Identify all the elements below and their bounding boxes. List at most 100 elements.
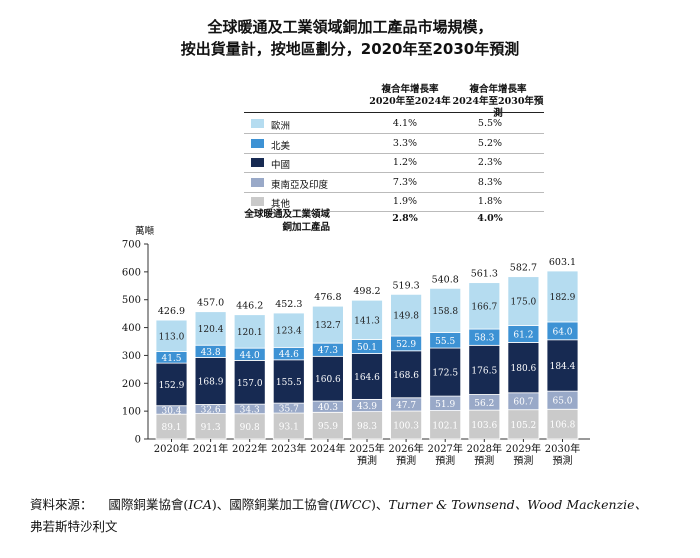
source-iwcc: IWCC <box>334 497 372 512</box>
x-tick-label: 2027年 <box>427 442 462 455</box>
x-tick-label: 2021年 <box>193 442 228 455</box>
bar-value-label: 44.0 <box>240 351 260 361</box>
table-row-divider <box>244 133 544 134</box>
bar-value-label: 56.2 <box>474 399 494 409</box>
table-row-divider <box>244 191 544 193</box>
bar-segment <box>311 305 344 344</box>
bar-value-label: 93.1 <box>279 423 299 433</box>
cagr-header-2024-2030-line2: 2024年至2030年預測 <box>452 96 544 119</box>
bar-total-label: 561.3 <box>471 269 498 280</box>
bar-segment <box>233 314 266 349</box>
x-tick-label: 2023年 <box>271 442 306 455</box>
chart-title-line-1: 全球暖通及工業領域銅加工產品市場規模， <box>207 18 493 36</box>
cagr-2024-2030-value: 5.2% <box>477 137 503 149</box>
bar-value-label: 141.3 <box>354 316 380 326</box>
y-tick-label: 500 <box>122 295 141 306</box>
x-tick-label: 預測 <box>396 454 416 467</box>
bar-segment <box>546 408 579 440</box>
cagr-2024-2030-value: 1.8% <box>477 196 503 207</box>
bar-value-label: 64.0 <box>552 327 572 337</box>
bar-total-label: 519.3 <box>392 280 419 291</box>
bar-segment <box>351 353 383 400</box>
legend-label: 其他 <box>271 199 291 210</box>
bar-segment <box>272 359 305 404</box>
legend-swatch <box>251 138 264 148</box>
bar-value-label: 180.6 <box>511 364 537 374</box>
cagr-header-2020-2024-line1: 複合年增長率 <box>381 84 439 95</box>
x-tick-label: 2025年 <box>349 442 384 455</box>
bar-segment <box>468 409 501 440</box>
bar-segment <box>155 319 188 352</box>
bar-value-label: 120.1 <box>237 328 263 338</box>
bar-total-label: 603.1 <box>549 257 576 268</box>
y-tick-label: 0 <box>135 435 141 446</box>
total-label: 全球暖通及工業領域 銅加工產品 <box>210 208 330 234</box>
x-tick-label: 2024年 <box>310 442 345 455</box>
legend-label: 歐洲 <box>271 121 291 132</box>
legend-swatch <box>251 177 264 187</box>
bar-value-label: 30.4 <box>161 406 181 416</box>
y-tick-label: 300 <box>122 351 141 362</box>
bar-value-label: 123.4 <box>276 327 302 337</box>
cagr-2024-2030-value: 5.5% <box>477 118 503 129</box>
bar-total-label: 498.2 <box>353 286 380 297</box>
legend-label: 東南亞及印度 <box>271 179 329 191</box>
bar-value-label: 89.1 <box>161 423 181 433</box>
total-label-line1: 全球暖通及工業領域 <box>244 209 330 220</box>
bar-value-label: 152.9 <box>159 381 185 391</box>
source-text-c: )、 <box>371 497 389 512</box>
bar-value-label: 176.5 <box>471 366 497 376</box>
x-tick-label: 預測 <box>513 454 533 467</box>
source-label: 資料來源： <box>30 497 93 512</box>
x-tick-label: 預測 <box>357 454 377 467</box>
bar-value-label: 61.2 <box>513 330 533 340</box>
bar-value-label: 91.3 <box>201 423 221 433</box>
bar-value-label: 55.5 <box>435 337 455 347</box>
x-tick-label: 預測 <box>435 454 455 467</box>
bar-value-label: 47.3 <box>318 346 338 356</box>
bar-value-label: 106.8 <box>550 421 576 431</box>
legend-label: 中國 <box>271 160 291 171</box>
bar-value-label: 60.7 <box>513 398 533 408</box>
cagr-2020-2024-value: 3.3% <box>392 137 418 149</box>
bar-value-label: 44.6 <box>279 350 299 360</box>
bar-segment <box>546 270 579 323</box>
legend-swatch <box>251 158 264 167</box>
bar-value-label: 65.0 <box>552 397 572 407</box>
bar-segment <box>507 276 540 326</box>
x-tick-label: 2026年 <box>388 442 423 455</box>
y-tick-label: 600 <box>122 267 141 278</box>
x-tick-label: 2022年 <box>232 442 267 455</box>
bar-value-label: 52.9 <box>396 340 416 350</box>
bar-value-label: 51.9 <box>435 400 455 410</box>
bar-value-label: 166.7 <box>471 302 497 312</box>
bar-value-label: 182.9 <box>550 293 576 303</box>
table-row-divider <box>244 211 544 212</box>
legend-swatch <box>251 197 264 206</box>
bar-segment <box>468 344 501 395</box>
bar-value-label: 155.5 <box>276 378 302 388</box>
x-tick-label: 預測 <box>553 454 573 467</box>
legend-label: 北美 <box>271 140 291 152</box>
source-note: 資料來源： 國際銅業協會(ICA)、國際銅業加工協會(IWCC)、Turner … <box>30 494 647 538</box>
y-unit-label: 萬噸 <box>135 226 155 237</box>
cagr-header-2020-2024-line2: 2020年至2024年 <box>369 96 451 107</box>
x-tick-label: 2030年 <box>545 442 580 455</box>
bar-segment <box>351 299 383 340</box>
bar-segment <box>233 413 266 440</box>
bar-value-label: 103.6 <box>471 421 497 431</box>
bar-value-label: 172.5 <box>432 369 458 379</box>
bar-total-label: 446.2 <box>236 301 263 312</box>
bar-value-label: 184.4 <box>550 362 576 372</box>
bar-total-label: 452.3 <box>275 299 302 310</box>
bar-value-label: 98.3 <box>357 422 377 432</box>
bar-value-label: 40.3 <box>318 403 338 413</box>
bar-total-label: 582.7 <box>510 263 537 274</box>
bar-value-label: 50.1 <box>357 343 377 353</box>
cagr-header-2024-2030: 複合年增長率 2024年至2030年預測 <box>448 84 548 120</box>
bar-value-label: 95.9 <box>318 422 338 432</box>
bar-value-label: 43.8 <box>201 348 221 358</box>
bar-value-label: 132.7 <box>315 321 341 331</box>
bar-value-label: 175.0 <box>511 298 537 308</box>
